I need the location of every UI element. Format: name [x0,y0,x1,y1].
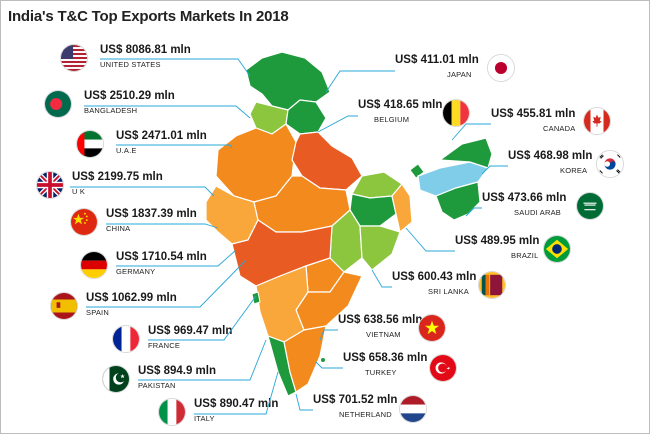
market-value: US$ 969.47 mln [148,325,233,337]
map-region-odisha [359,225,401,271]
brazil-flag-icon [543,235,571,263]
market-value: US$ 2199.75 mln [72,171,163,183]
map-region-maharashtra [231,219,333,287]
map-region-tamil-nadu [283,325,327,393]
market-value: US$ 473.66 mln [482,192,567,204]
market-country: KOREA [560,166,588,175]
market-france: US$ 969.47 mln FRANCE [112,323,362,355]
market-value: US$ 1062.99 mln [86,292,177,304]
map-region-arunachal [438,137,493,169]
sri-lanka-flag-icon [478,271,506,299]
market-value: US$ 489.95 mln [455,235,540,247]
market-country: UNITED STATES [100,60,161,69]
france-flag-icon [112,325,140,353]
market-spain: US$ 1062.99 mln SPAIN [50,290,300,322]
uk-flag-icon [36,171,64,199]
pakistan-flag-icon [102,365,130,393]
market-value: US$ 894.9 mln [138,365,216,377]
china-flag-icon [70,208,98,236]
market-country: VIETNAM [366,330,401,339]
market-country: CHINA [106,224,131,233]
market-value: US$ 638.56 mln [338,314,423,326]
korea-flag-icon [596,150,624,178]
germany-flag-icon [80,251,108,279]
market-country: ITALY [194,414,215,423]
market-value: US$ 411.01 mln [395,54,479,66]
map-region-karnataka [255,265,309,343]
market-country: GERMANY [116,267,156,276]
market-value: US$ 8086.81 mln [100,44,191,56]
map-region-west-bengal [391,182,413,234]
market-country: U K [72,187,86,196]
market-value: US$ 418.65 mln [358,99,443,111]
market-country: BRAZIL [511,251,539,260]
market-uae: US$ 2471.01 mln U.A.E [76,128,326,160]
market-country: JAPAN [447,70,472,79]
market-value: US$ 1837.39 mln [106,208,197,220]
italy-flag-icon [158,398,186,426]
market-turkey: US$ 658.36 mln TURKEY [343,350,543,382]
market-united-states: US$ 8086.81 mln UNITED STATES [60,42,310,74]
market-pakistan: US$ 894.9 mln PAKISTAN [102,363,352,395]
map-islands [321,358,325,362]
market-value: US$ 658.36 mln [343,352,428,364]
market-country: BELGIUM [374,115,410,124]
market-value: US$ 701.52 mln [313,394,398,406]
market-country: BANGLADESH [84,106,138,115]
market-vietnam: US$ 638.56 mln VIETNAM [338,312,538,344]
market-value: US$ 600.43 mln [392,271,477,283]
market-value: US$ 890.47 mln [194,398,279,410]
market-country: U.A.E [116,146,137,155]
market-value: US$ 1710.54 mln [116,251,207,263]
market-japan: US$ 411.01 mln JAPAN [395,52,645,84]
canada-flag-icon [583,107,611,135]
market-belgium: US$ 418.65 mln BELGIUM [358,97,608,129]
market-country: NETHERLAND [339,410,392,419]
market-country: SRI LANKA [428,287,469,296]
bangladesh-flag-icon [44,90,72,118]
belgium-flag-icon [442,99,470,127]
market-country: SAUDI ARAB [514,208,562,217]
infographic-title: India's T&C Top Exports Markets In 2018 [8,8,289,25]
market-canada: US$ 455.81 mln CANADA [491,106,641,138]
market-germany: US$ 1710.54 mln GERMANY [80,249,330,281]
vietnam-flag-icon [418,314,446,342]
market-country: SPAIN [86,308,109,317]
market-korea: US$ 468.98 mln KOREA [502,148,650,180]
market-brazil: US$ 489.95 mln BRAZIL [455,233,650,265]
market-uk: US$ 2199.75 mln U K [36,169,286,201]
spain-flag-icon [50,292,78,320]
market-value: US$ 2471.01 mln [116,130,207,142]
market-china: US$ 1837.39 mln CHINA [70,206,320,238]
uae-flag-icon [76,130,104,158]
market-value: US$ 455.81 mln [491,108,576,120]
market-country: TURKEY [365,368,397,377]
netherlands-flag-icon [399,395,427,423]
market-country: CANADA [543,124,576,133]
market-bangladesh: US$ 2510.29 mln BANGLADESH [44,88,294,120]
market-value: US$ 468.98 mln [508,150,593,162]
japan-flag-icon [487,54,515,82]
market-sri-lanka: US$ 600.43 mln SRI LANKA [392,269,592,301]
market-saudi-arabia: US$ 473.66 mln SAUDI ARAB [470,190,650,222]
market-country: FRANCE [148,341,181,350]
market-value: US$ 2510.29 mln [84,90,175,102]
saudi-arabia-flag-icon [576,192,604,220]
market-country: PAKISTAN [138,381,176,390]
market-netherland: US$ 701.52 mln NETHERLAND [313,392,513,424]
usa-flag-icon [60,44,88,72]
turkey-flag-icon [429,354,457,382]
